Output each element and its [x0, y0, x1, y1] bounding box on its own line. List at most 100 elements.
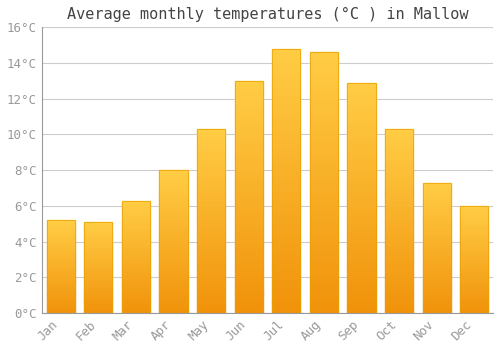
- Bar: [160, 269, 188, 270]
- Bar: [160, 266, 188, 267]
- Bar: [272, 218, 300, 220]
- Bar: [234, 218, 262, 220]
- Bar: [160, 299, 188, 300]
- Bar: [460, 232, 488, 233]
- Bar: [197, 226, 225, 229]
- Bar: [422, 199, 451, 201]
- Bar: [385, 241, 413, 243]
- Bar: [197, 203, 225, 204]
- Bar: [84, 312, 112, 313]
- Bar: [84, 253, 112, 254]
- Bar: [272, 279, 300, 281]
- Bar: [310, 227, 338, 230]
- Bar: [348, 228, 376, 230]
- Bar: [122, 292, 150, 293]
- Bar: [310, 167, 338, 170]
- Bar: [272, 255, 300, 258]
- Bar: [460, 212, 488, 214]
- Bar: [46, 305, 74, 306]
- Bar: [122, 254, 150, 256]
- Bar: [385, 160, 413, 162]
- Bar: [385, 181, 413, 182]
- Bar: [310, 138, 338, 141]
- Bar: [84, 293, 112, 294]
- Bar: [46, 246, 74, 247]
- Bar: [385, 252, 413, 254]
- Bar: [310, 177, 338, 180]
- Bar: [84, 226, 112, 228]
- Bar: [422, 190, 451, 192]
- Bar: [385, 219, 413, 221]
- Bar: [122, 281, 150, 283]
- Bar: [422, 265, 451, 266]
- Bar: [197, 274, 225, 276]
- Bar: [272, 91, 300, 94]
- Bar: [272, 199, 300, 202]
- Bar: [46, 270, 74, 271]
- Bar: [348, 133, 376, 136]
- Bar: [84, 303, 112, 304]
- Bar: [234, 253, 262, 255]
- Bar: [46, 294, 74, 295]
- Bar: [160, 277, 188, 279]
- Bar: [122, 210, 150, 211]
- Bar: [348, 145, 376, 147]
- Bar: [234, 281, 262, 283]
- Bar: [422, 188, 451, 189]
- Bar: [84, 295, 112, 296]
- Bar: [46, 310, 74, 311]
- Bar: [310, 52, 338, 313]
- Bar: [422, 220, 451, 222]
- Bar: [460, 255, 488, 256]
- Bar: [160, 260, 188, 262]
- Bar: [122, 232, 150, 233]
- Bar: [160, 272, 188, 273]
- Bar: [84, 267, 112, 268]
- Bar: [197, 217, 225, 219]
- Bar: [272, 88, 300, 91]
- Bar: [422, 249, 451, 251]
- Bar: [197, 278, 225, 280]
- Bar: [460, 254, 488, 255]
- Bar: [234, 141, 262, 144]
- Bar: [197, 135, 225, 136]
- Bar: [197, 208, 225, 210]
- Bar: [460, 242, 488, 244]
- Bar: [348, 106, 376, 108]
- Bar: [310, 71, 338, 73]
- Bar: [160, 270, 188, 272]
- Bar: [197, 254, 225, 256]
- Bar: [460, 304, 488, 306]
- Bar: [46, 308, 74, 309]
- Bar: [460, 301, 488, 302]
- Bar: [348, 251, 376, 253]
- Bar: [84, 282, 112, 283]
- Bar: [234, 118, 262, 120]
- Bar: [122, 303, 150, 304]
- Bar: [122, 205, 150, 206]
- Bar: [310, 185, 338, 188]
- Bar: [234, 146, 262, 148]
- Bar: [197, 129, 225, 131]
- Bar: [46, 273, 74, 274]
- Bar: [422, 307, 451, 308]
- Bar: [84, 285, 112, 286]
- Bar: [84, 222, 112, 223]
- Bar: [122, 285, 150, 286]
- Bar: [460, 310, 488, 311]
- Bar: [234, 176, 262, 178]
- Bar: [197, 239, 225, 241]
- Bar: [385, 239, 413, 241]
- Bar: [272, 157, 300, 160]
- Bar: [310, 230, 338, 232]
- Bar: [272, 107, 300, 110]
- Bar: [197, 159, 225, 160]
- Bar: [122, 234, 150, 236]
- Bar: [84, 287, 112, 288]
- Bar: [310, 78, 338, 81]
- Bar: [348, 193, 376, 196]
- Bar: [234, 181, 262, 183]
- Bar: [460, 280, 488, 281]
- Bar: [422, 258, 451, 260]
- Bar: [84, 297, 112, 298]
